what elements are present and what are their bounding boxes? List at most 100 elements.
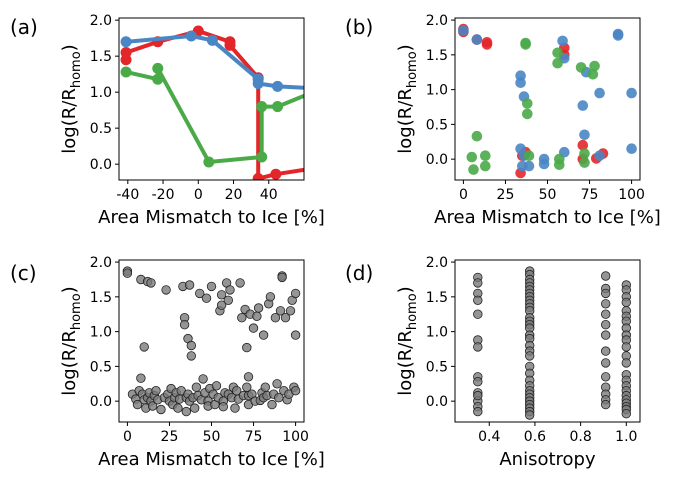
data-point [161, 285, 171, 295]
data-point [601, 372, 611, 382]
data-point [290, 288, 301, 299]
data-point [243, 372, 254, 382]
axes-frame [454, 259, 641, 423]
data-point [554, 159, 565, 170]
x-tick-label: 25 [497, 187, 515, 203]
data-point [480, 150, 491, 161]
data-point [186, 351, 197, 361]
data-point [601, 299, 611, 309]
data-point [237, 313, 247, 323]
data-point [242, 342, 252, 353]
x-tick-label: -40 [116, 187, 139, 203]
data-point [458, 25, 469, 36]
y-tick-label: 1.5 [426, 48, 448, 64]
x-axis-label: Area Mismatch to Ice [%] [98, 207, 325, 228]
y-tick-label: 1.0 [426, 325, 448, 341]
x-tick-label: 25 [161, 429, 179, 445]
y-tick-label: 0.0 [426, 152, 448, 168]
data-point [216, 300, 227, 310]
y-tick-label: 0.5 [426, 359, 448, 375]
data-point [612, 30, 624, 41]
data-point [594, 87, 605, 99]
data-point [179, 320, 190, 330]
y-tick-label: 2.0 [426, 13, 448, 29]
data-point [230, 403, 240, 413]
y-tick-label: 1.5 [426, 290, 448, 306]
data-point [201, 293, 212, 303]
y-axis-label-subscript: homo [69, 51, 84, 88]
data-point [120, 66, 132, 78]
data-point [621, 409, 632, 419]
data-point [589, 60, 600, 72]
x-axis-label: Area Mismatch to Ice [%] [434, 207, 661, 228]
data-point [601, 271, 611, 281]
data-point [275, 306, 286, 316]
data-point [523, 150, 535, 161]
data-point [280, 313, 291, 323]
data-point [120, 36, 132, 48]
x-tick-label: 50 [203, 429, 221, 445]
y-tick-label: 2.0 [426, 255, 448, 271]
data-point [471, 130, 483, 142]
data-point [147, 401, 158, 411]
data-point [267, 399, 277, 410]
y-axis-label-main: log(R/R [59, 330, 80, 396]
y-tick-label: 0.0 [90, 157, 112, 173]
data-point [146, 278, 156, 288]
data-point [579, 157, 590, 168]
panel-label: (d) [345, 261, 373, 285]
data-point [277, 272, 287, 283]
data-point [252, 173, 264, 180]
data-point [473, 406, 483, 417]
data-point [577, 100, 589, 111]
plot-data [122, 266, 301, 417]
data-point [579, 129, 590, 141]
data-point [206, 281, 217, 292]
data-point [185, 30, 197, 42]
data-point [601, 288, 611, 299]
data-point [523, 160, 535, 172]
data-point [151, 386, 161, 396]
y-axis-label-main: log(R/R [395, 330, 416, 396]
plot-data [120, 25, 304, 180]
data-point [203, 156, 215, 168]
data-point [225, 285, 235, 295]
y-tick-label: 0.5 [90, 121, 112, 137]
data-point [218, 402, 229, 412]
y-axis-label-close: ) [395, 44, 416, 51]
panel-label: (b) [345, 15, 373, 39]
data-point [557, 35, 568, 47]
y-axis-label-subscript: homo [69, 293, 84, 330]
data-point [189, 403, 200, 413]
data-point [525, 410, 535, 420]
data-point [587, 69, 599, 80]
data-point [258, 330, 269, 340]
data-point [290, 386, 301, 396]
data-point [256, 151, 268, 163]
data-point [473, 309, 483, 319]
data-point [621, 358, 632, 368]
data-point [136, 373, 146, 383]
data-point [466, 151, 478, 163]
data-point [285, 306, 296, 316]
panel-0: (a) -40 -20 0 20 40 0.0 0.5 1.0 1.5 2.0 Area Mismat… [10, 13, 325, 228]
data-point [252, 311, 262, 322]
data-point [181, 406, 192, 417]
data-point [601, 330, 611, 340]
panel-2: (c) 0 25 50 75 100 0.0 0.5 1.0 1.5 2.0 Area Mismatc… [10, 255, 325, 470]
data-point [594, 150, 605, 161]
data-point [473, 295, 483, 306]
data-point [152, 62, 164, 74]
y-tick-label: 1.5 [90, 290, 112, 306]
axes-frame [118, 17, 305, 181]
data-point [626, 87, 637, 99]
y-tick-label: 0.0 [426, 394, 448, 410]
data-point [552, 57, 563, 69]
data-point [211, 381, 222, 391]
data-point [120, 47, 132, 59]
x-tick-label: 50 [539, 187, 557, 203]
data-point [256, 101, 268, 113]
data-point [520, 39, 531, 50]
data-point [525, 351, 535, 361]
